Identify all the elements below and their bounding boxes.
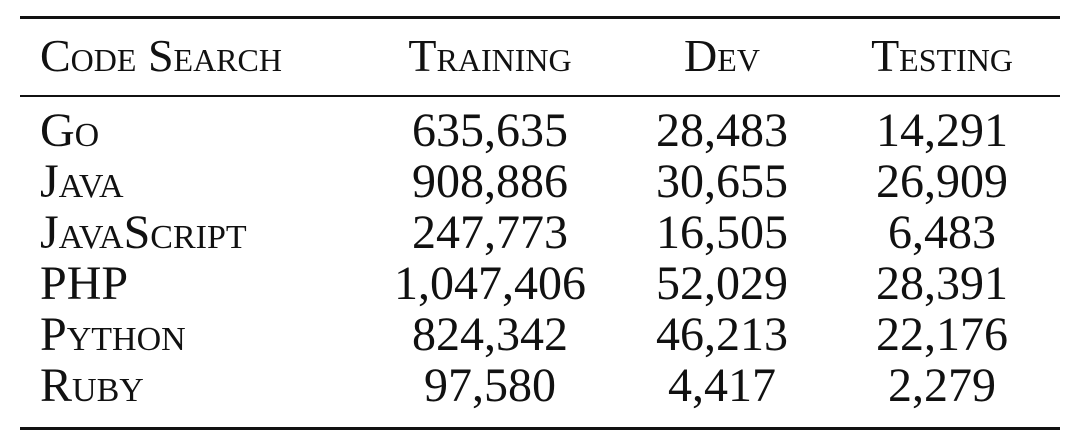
header-cell: Dev [684, 30, 760, 81]
row-label: Python [40, 308, 186, 361]
data-cell: 26,909 [876, 155, 1008, 208]
data-cell: 22,176 [876, 308, 1008, 361]
data-cell: 824,342 [412, 308, 568, 361]
header-cell: Testing [871, 30, 1013, 81]
data-cell: 1,047,406 [394, 257, 586, 310]
data-cell: 16,505 [656, 206, 788, 259]
data-cell: 6,483 [888, 206, 996, 259]
data-cell: 4,417 [668, 359, 776, 412]
bottom-rule [20, 427, 1060, 430]
data-cell: 247,773 [412, 206, 568, 259]
header-cell: Training [408, 30, 572, 81]
top-rule [20, 16, 1060, 19]
data-cell: 46,213 [656, 308, 788, 361]
row-label: PHP [40, 257, 129, 310]
data-cell: 28,391 [876, 257, 1008, 310]
data-cell: 14,291 [876, 104, 1008, 157]
data-cell: 30,655 [656, 155, 788, 208]
data-cell: 52,029 [656, 257, 788, 310]
row-label: Go [40, 104, 100, 157]
data-cell: 97,580 [424, 359, 556, 412]
data-cell: 2,279 [888, 359, 996, 412]
row-label: JavaScript [40, 206, 247, 259]
header-rule [20, 95, 1060, 97]
data-cell: 635,635 [412, 104, 568, 157]
data-cell: 908,886 [412, 155, 568, 208]
row-label: Ruby [40, 359, 144, 412]
row-label: Java [40, 155, 124, 208]
data-cell: 28,483 [656, 104, 788, 157]
header-cell: Code Search [40, 30, 282, 81]
